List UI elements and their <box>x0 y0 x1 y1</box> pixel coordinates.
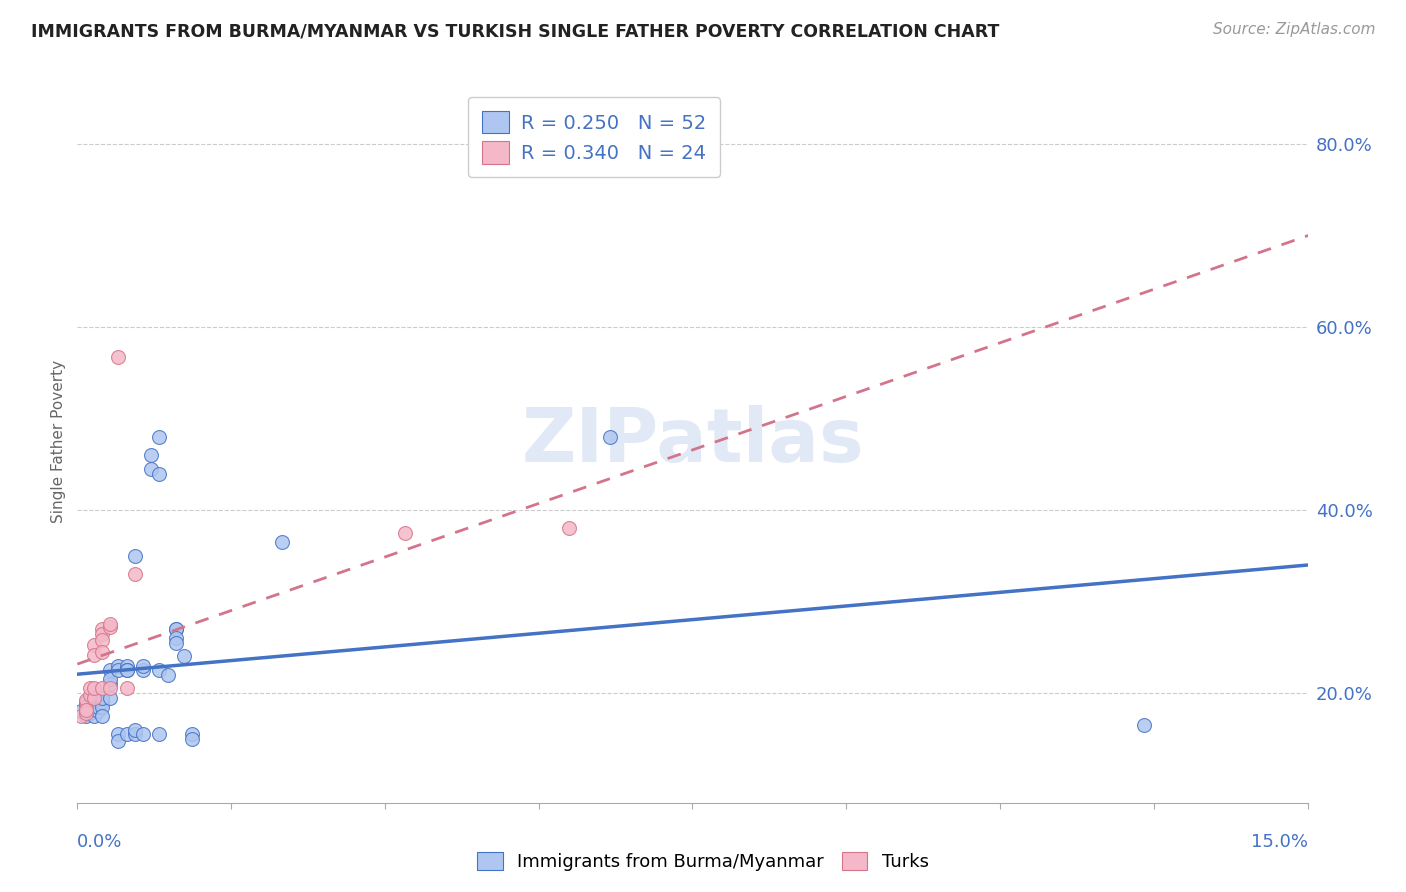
Point <box>75 695 97 709</box>
Point <box>98 663 121 677</box>
Text: IMMIGRANTS FROM BURMA/MYANMAR VS TURKISH SINGLE FATHER POVERTY CORRELATION CHART: IMMIGRANTS FROM BURMA/MYANMAR VS TURKISH… <box>31 22 1000 40</box>
Point <box>558 521 581 535</box>
Point <box>87 699 110 714</box>
Point <box>98 617 121 632</box>
Text: 0.0%: 0.0% <box>77 833 122 851</box>
Point <box>165 636 187 650</box>
Point <box>75 693 97 707</box>
Point <box>107 733 129 747</box>
Point <box>132 663 155 677</box>
Point <box>156 667 179 681</box>
Point <box>107 351 129 365</box>
Point <box>141 448 163 462</box>
Point <box>132 727 155 741</box>
Point <box>98 620 121 634</box>
Point <box>98 681 121 696</box>
Point <box>124 549 146 563</box>
Point <box>98 677 121 691</box>
Point <box>90 645 114 659</box>
Point <box>75 702 97 716</box>
Point <box>107 727 129 741</box>
Point <box>141 462 163 476</box>
Point <box>107 658 129 673</box>
Point <box>70 704 93 718</box>
Legend: R = 0.250   N = 52, R = 0.340   N = 24: R = 0.250 N = 52, R = 0.340 N = 24 <box>468 97 720 178</box>
Point <box>124 727 146 741</box>
Point <box>115 727 138 741</box>
Point <box>132 658 155 673</box>
Point <box>75 709 97 723</box>
Text: Source: ZipAtlas.com: Source: ZipAtlas.com <box>1212 22 1375 37</box>
Text: 15.0%: 15.0% <box>1250 833 1308 851</box>
Point <box>83 639 105 653</box>
Point <box>75 699 97 714</box>
Point <box>165 622 187 636</box>
Point <box>79 702 101 716</box>
Point <box>90 699 114 714</box>
Point <box>83 693 105 707</box>
Point <box>83 648 105 662</box>
Point <box>148 430 170 444</box>
Text: ZIPatlas: ZIPatlas <box>522 405 863 478</box>
Point <box>79 688 101 702</box>
Y-axis label: Single Father Poverty: Single Father Poverty <box>51 360 66 523</box>
Point <box>79 681 101 696</box>
Point <box>83 697 105 711</box>
Point <box>83 709 105 723</box>
Point <box>394 526 416 541</box>
Point <box>181 727 204 741</box>
Point <box>115 663 138 677</box>
Point <box>271 535 294 549</box>
Point <box>148 727 170 741</box>
Point <box>90 709 114 723</box>
Point <box>148 663 170 677</box>
Point <box>165 631 187 645</box>
Point <box>90 695 114 709</box>
Point <box>75 699 97 714</box>
Point <box>90 626 114 640</box>
Point <box>165 622 187 636</box>
Point <box>83 690 105 705</box>
Point <box>90 622 114 636</box>
Point <box>124 567 146 582</box>
Point <box>115 663 138 677</box>
Point <box>599 430 621 444</box>
Point <box>115 681 138 696</box>
Point <box>87 704 110 718</box>
Point <box>90 690 114 705</box>
Point <box>90 690 114 705</box>
Point <box>173 649 195 664</box>
Point <box>1132 718 1154 732</box>
Point <box>79 706 101 721</box>
Point <box>83 681 105 696</box>
Point <box>90 681 114 696</box>
Point <box>98 673 121 687</box>
Point <box>70 709 93 723</box>
Point <box>148 467 170 481</box>
Legend: Immigrants from Burma/Myanmar, Turks: Immigrants from Burma/Myanmar, Turks <box>470 845 936 879</box>
Point <box>83 699 105 714</box>
Point <box>75 706 97 721</box>
Point <box>107 663 129 677</box>
Point <box>181 731 204 746</box>
Point <box>124 723 146 737</box>
Point <box>90 632 114 647</box>
Point <box>98 690 121 705</box>
Point <box>115 658 138 673</box>
